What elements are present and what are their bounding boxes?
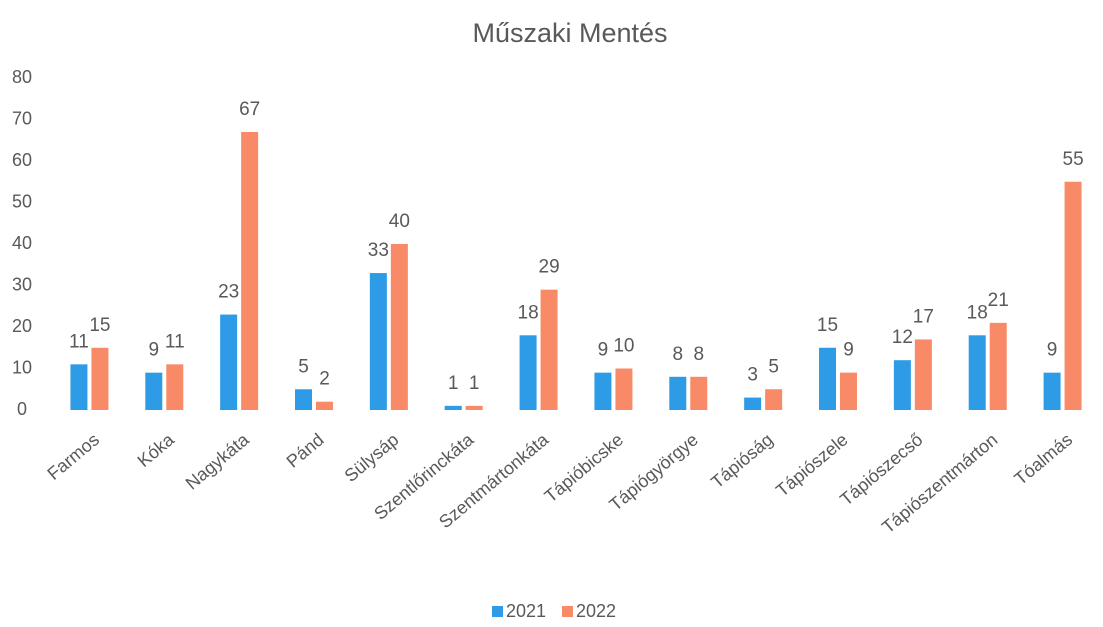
data-label: 5 xyxy=(768,356,779,377)
x-tick-label: Pánd xyxy=(283,429,328,471)
bar xyxy=(765,389,783,410)
data-label: 67 xyxy=(239,99,260,120)
y-tick-label: 0 xyxy=(17,399,27,419)
data-label: 18 xyxy=(967,302,988,323)
x-tick-label: Kóka xyxy=(134,429,179,471)
data-label: 33 xyxy=(368,240,389,261)
data-label: 2 xyxy=(319,369,330,390)
data-label: 21 xyxy=(988,290,1009,311)
legend-label: 2022 xyxy=(576,601,616,621)
data-label: 9 xyxy=(1047,340,1058,361)
data-label: 23 xyxy=(218,282,239,303)
bar xyxy=(519,335,537,410)
bar xyxy=(70,364,88,410)
y-tick-label: 70 xyxy=(12,108,32,128)
legend-swatch xyxy=(562,606,573,617)
legend-swatch xyxy=(492,606,503,617)
data-label: 9 xyxy=(598,340,609,361)
bar xyxy=(744,397,762,410)
x-tick-label: Tápióság xyxy=(707,429,777,492)
y-tick-label: 80 xyxy=(12,67,32,87)
data-label: 15 xyxy=(89,315,110,336)
data-label: 11 xyxy=(69,331,89,352)
bar xyxy=(690,376,708,410)
data-label: 10 xyxy=(613,336,634,357)
data-label: 29 xyxy=(539,257,560,278)
legend-label: 2021 xyxy=(506,601,546,621)
bar xyxy=(369,273,387,410)
bar xyxy=(540,289,558,410)
bar xyxy=(316,401,333,410)
data-label: 15 xyxy=(817,315,838,336)
data-label: 8 xyxy=(672,344,683,365)
bar xyxy=(166,364,184,410)
bar xyxy=(1043,372,1061,410)
bar xyxy=(669,376,687,410)
y-tick-label: 50 xyxy=(12,191,32,211)
chart-title: Műszaki Mentés xyxy=(472,18,667,48)
y-tick-label: 60 xyxy=(12,150,32,170)
data-label: 8 xyxy=(693,344,704,365)
data-label: 55 xyxy=(1063,149,1084,170)
y-tick-label: 20 xyxy=(12,316,32,336)
bar xyxy=(295,389,312,410)
bar xyxy=(989,322,1007,410)
x-tick-label: Farmos xyxy=(43,429,103,484)
x-tick-label: Nagykáta xyxy=(182,429,254,494)
bar xyxy=(914,339,932,410)
bar xyxy=(241,131,259,410)
bar xyxy=(594,372,612,410)
bar xyxy=(819,347,836,410)
bar xyxy=(444,405,462,410)
bar xyxy=(91,347,109,410)
y-tick-label: 40 xyxy=(12,233,32,253)
bar xyxy=(968,335,986,410)
bar xyxy=(390,244,408,410)
bar xyxy=(1064,181,1082,410)
data-label: 9 xyxy=(843,340,854,361)
data-label: 12 xyxy=(892,327,913,348)
bar xyxy=(893,360,911,410)
y-tick-label: 10 xyxy=(12,357,32,377)
bar xyxy=(465,405,483,410)
data-label: 18 xyxy=(518,302,539,323)
x-tick-label: Tápiószele xyxy=(772,429,852,500)
data-label: 1 xyxy=(448,373,459,394)
x-tick-label: Tóalmás xyxy=(1010,429,1076,489)
data-label: 9 xyxy=(148,340,159,361)
bar xyxy=(840,372,857,410)
data-label: 3 xyxy=(747,365,758,386)
data-label: 1 xyxy=(469,373,480,394)
data-label: 11 xyxy=(165,331,185,352)
y-tick-label: 30 xyxy=(12,274,32,294)
data-label: 40 xyxy=(389,211,410,232)
data-label: 17 xyxy=(913,306,934,327)
bar xyxy=(615,368,633,410)
x-tick-label: Sülysáp xyxy=(341,429,403,485)
bar xyxy=(145,372,163,410)
data-label: 5 xyxy=(298,356,309,377)
bar xyxy=(220,314,238,410)
